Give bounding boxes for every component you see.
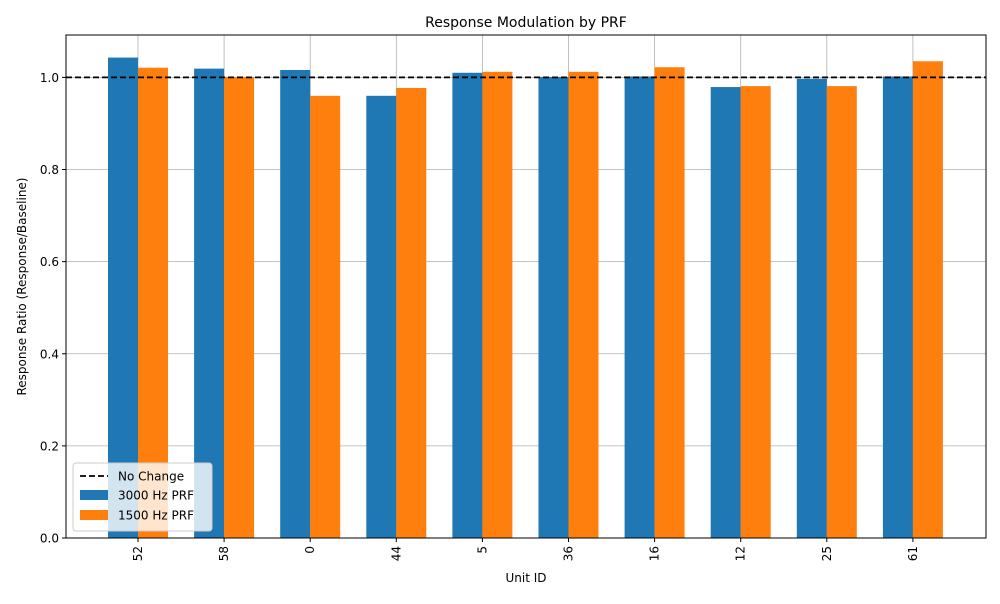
y-tick-label: 1.0 bbox=[40, 71, 59, 85]
bar-series-2-unit-44 bbox=[396, 87, 427, 538]
bar-series-2-unit-58 bbox=[224, 76, 255, 539]
y-tick-label: 0.4 bbox=[40, 347, 59, 361]
y-tick-label: 0.8 bbox=[40, 163, 59, 177]
bar-series-1-unit-16 bbox=[624, 76, 655, 538]
bar-series-1-unit-0 bbox=[280, 70, 311, 538]
y-tick-label: 0.0 bbox=[40, 532, 59, 546]
legend-swatch-series-2 bbox=[80, 510, 108, 520]
x-tick-label: 16 bbox=[648, 546, 662, 561]
bar-series-2-unit-0 bbox=[310, 95, 341, 539]
legend-label-series-1: 3000 Hz PRF bbox=[118, 489, 194, 503]
x-tick-label: 58 bbox=[217, 546, 231, 561]
y-tick-label: 0.6 bbox=[40, 255, 59, 269]
bar-series-1-unit-25 bbox=[796, 78, 827, 538]
bar-series-2-unit-61 bbox=[912, 61, 943, 538]
x-tick-label: 61 bbox=[906, 546, 920, 561]
bar-series-1-unit-52 bbox=[108, 57, 138, 538]
bar-series-1-unit-44 bbox=[366, 95, 397, 539]
x-tick-label: 36 bbox=[562, 546, 576, 561]
bar-series-1-unit-58 bbox=[194, 68, 225, 538]
bar-layer bbox=[108, 57, 943, 539]
x-tick-label: 25 bbox=[820, 546, 834, 561]
y-tick-label: 0.2 bbox=[40, 439, 59, 453]
legend-label-series-2: 1500 Hz PRF bbox=[118, 509, 194, 523]
x-tick-label: 0 bbox=[303, 546, 317, 554]
x-tick-label: 44 bbox=[389, 546, 403, 561]
bar-series-2-unit-16 bbox=[654, 67, 685, 538]
bar-series-2-unit-52 bbox=[138, 67, 168, 538]
bar-series-2-unit-12 bbox=[740, 86, 771, 538]
bar-series-2-unit-25 bbox=[826, 86, 857, 538]
y-axis-label: Response Ratio (Response/Baseline) bbox=[15, 178, 29, 396]
x-tick-label: 12 bbox=[734, 546, 748, 561]
bar-series-2-unit-5 bbox=[482, 71, 513, 538]
bar-series-1-unit-12 bbox=[710, 87, 741, 539]
x-tick-label: 5 bbox=[475, 546, 489, 554]
x-axis-label: Unit ID bbox=[505, 571, 546, 585]
legend-swatch-series-1 bbox=[80, 490, 108, 500]
legend: No Change 3000 Hz PRF 1500 Hz PRF bbox=[72, 462, 213, 532]
plot-frame bbox=[65, 34, 987, 539]
axis-layer: 0.0 0.2 0.4 0.6 0.8 1.0 52 58 0 44 5 36 16 12 25 61 bbox=[40, 71, 920, 561]
bar-series-1-unit-61 bbox=[882, 76, 913, 538]
bar-series-2-unit-36 bbox=[568, 71, 599, 538]
x-tick-label: 52 bbox=[131, 546, 145, 561]
chart-title: Response Modulation by PRF bbox=[425, 15, 627, 31]
legend-label-no-change: No Change bbox=[118, 470, 184, 484]
bar-series-1-unit-5 bbox=[452, 72, 483, 539]
bar-series-1-unit-36 bbox=[538, 76, 569, 539]
